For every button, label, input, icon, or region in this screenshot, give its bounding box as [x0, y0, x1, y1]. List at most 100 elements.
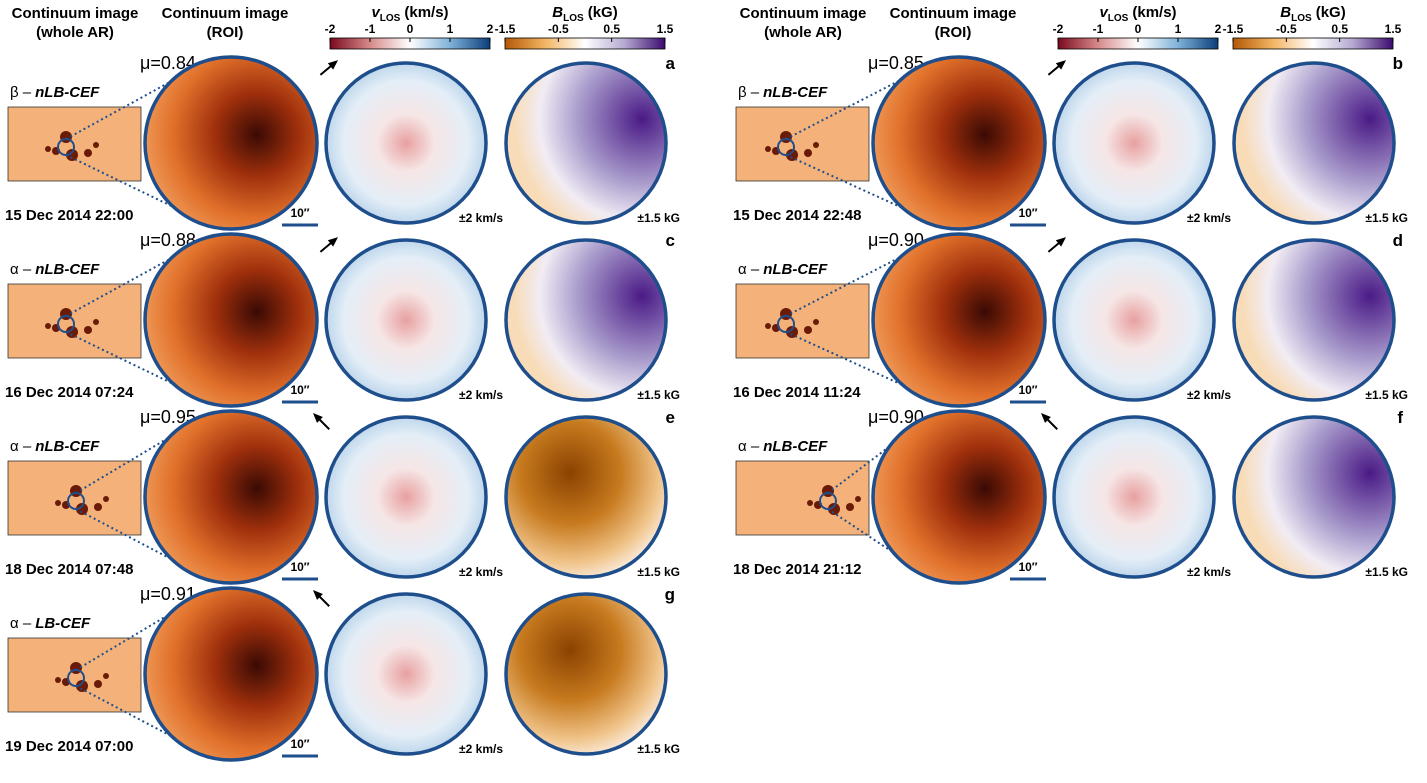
colorbar-tick-label: 2: [487, 22, 494, 36]
thumbnail-spot: [84, 149, 92, 157]
blos-range: ±1.5 kG: [1365, 388, 1408, 402]
panel-letter: b: [1393, 54, 1403, 73]
class-name: nLB-CEF: [763, 84, 828, 101]
roi-map: [143, 586, 319, 762]
colorbar-tick-label: 2: [1215, 22, 1222, 36]
class-name: LB-CEF: [35, 615, 91, 632]
colorbar-symbol: v: [1099, 4, 1109, 21]
colorbar-tick-label: -2: [325, 22, 336, 36]
colorbar-tick-label: 1: [447, 22, 454, 36]
class-type: α –: [738, 438, 760, 455]
thumbnail-spot: [93, 142, 99, 148]
class-label: α – nLB-CEF: [10, 438, 100, 455]
colorbar-tick-label: 1.5: [1385, 22, 1402, 36]
panel-letter: f: [1397, 408, 1403, 427]
mu-label: μ=0.90: [868, 230, 924, 250]
class-label: β – nLB-CEF: [738, 84, 828, 101]
thumbnail-spot: [855, 496, 861, 502]
colorbar-tick-label: -1.5: [495, 22, 516, 36]
class-label: α – LB-CEF: [10, 615, 91, 632]
class-label: β – nLB-CEF: [10, 84, 100, 101]
class-label: α – nLB-CEF: [738, 261, 828, 278]
thumbnail-spot: [828, 503, 840, 515]
vlos-range: ±2 km/s: [459, 742, 503, 756]
scale-label: 10″: [1018, 383, 1037, 397]
colorbar: [1232, 37, 1394, 50]
scale-label: 10″: [1018, 206, 1037, 220]
north-arrow-head: [1055, 237, 1067, 247]
thumbnail-spot: [45, 323, 51, 329]
thumbnail: [7, 460, 142, 536]
thumbnail: [735, 460, 870, 536]
colorbar-tick-label: -2: [1053, 22, 1064, 36]
colorbar-subscript: LOS: [1108, 13, 1129, 24]
scale-label: 10″: [290, 383, 309, 397]
mu-label: μ=0.88: [140, 230, 196, 250]
class-type: α –: [10, 615, 32, 632]
blos-range: ±1.5 kG: [637, 211, 680, 225]
colorbar-tick-label: -0.5: [548, 22, 569, 36]
panel-letter: c: [666, 231, 675, 250]
mu-label: μ=0.90: [868, 407, 924, 427]
date-label: 16 Dec 2014 07:24: [5, 384, 134, 401]
panel-letter: g: [665, 585, 675, 604]
date-label: 19 Dec 2014 07:00: [5, 738, 133, 755]
mu-label: μ=0.91: [140, 584, 196, 604]
blos-range: ±1.5 kG: [637, 742, 680, 756]
colorbar-unit: (kG): [1316, 4, 1346, 21]
north-arrow-head: [312, 412, 323, 423]
vlos-range: ±2 km/s: [1187, 388, 1231, 402]
roi-map: [1232, 61, 1396, 225]
thumbnail: [735, 283, 870, 359]
colorbar-tick-label: -1: [365, 22, 376, 36]
colorbar-title: vLOS (km/s): [1099, 4, 1176, 24]
thumbnail-spot: [66, 326, 78, 338]
thumbnail-spot: [76, 503, 88, 515]
date-label: 15 Dec 2014 22:00: [5, 207, 133, 224]
colorbar-title: BLOS (kG): [552, 4, 617, 24]
thumbnail-spot: [93, 319, 99, 325]
class-name: nLB-CEF: [763, 438, 828, 455]
blos-range: ±1.5 kG: [1365, 565, 1408, 579]
roi-map: [1052, 415, 1216, 579]
scale-label: 10″: [290, 560, 309, 574]
north-arrow-head: [327, 60, 339, 70]
date-label: 18 Dec 2014 21:12: [733, 561, 861, 578]
colorbar-tick-label: -1: [1093, 22, 1104, 36]
class-name: nLB-CEF: [763, 261, 828, 278]
date-label: 15 Dec 2014 22:48: [733, 207, 861, 224]
class-label: α – nLB-CEF: [738, 438, 828, 455]
thumbnail: [7, 106, 142, 182]
thumbnail-spot: [94, 680, 102, 688]
thumbnail-spot: [84, 326, 92, 334]
colorbar-subscript: LOS: [1291, 13, 1312, 24]
class-type: β –: [10, 84, 32, 101]
vlos-range: ±2 km/s: [459, 565, 503, 579]
class-name: nLB-CEF: [35, 261, 100, 278]
thumbnail: [7, 637, 142, 713]
blos-range: ±1.5 kG: [637, 388, 680, 402]
colorbar-tick-label: 1: [1175, 22, 1182, 36]
scale-label: 10″: [1018, 560, 1037, 574]
class-type: α –: [10, 438, 32, 455]
roi-map: [324, 61, 488, 225]
thumbnail-spot: [765, 323, 771, 329]
blos-range: ±1.5 kG: [1365, 211, 1408, 225]
colorbar-tick-label: -0.5: [1276, 22, 1297, 36]
roi-map: [871, 409, 1047, 585]
roi-map: [871, 232, 1047, 408]
connector: [65, 70, 191, 140]
date-label: 18 Dec 2014 07:48: [5, 561, 133, 578]
connector: [827, 424, 919, 494]
roi-map: [1052, 61, 1216, 225]
date-label: 16 Dec 2014 11:24: [733, 384, 861, 401]
column-header: (ROI): [207, 24, 244, 41]
north-arrow-head: [1040, 412, 1051, 423]
colorbar-tick-label: 0: [1135, 22, 1142, 36]
column-header: (ROI): [935, 24, 972, 41]
thumbnail-spot: [813, 142, 819, 148]
thumbnail-spot: [103, 496, 109, 502]
roi-map: [143, 409, 319, 585]
roi-map: [1232, 238, 1396, 402]
